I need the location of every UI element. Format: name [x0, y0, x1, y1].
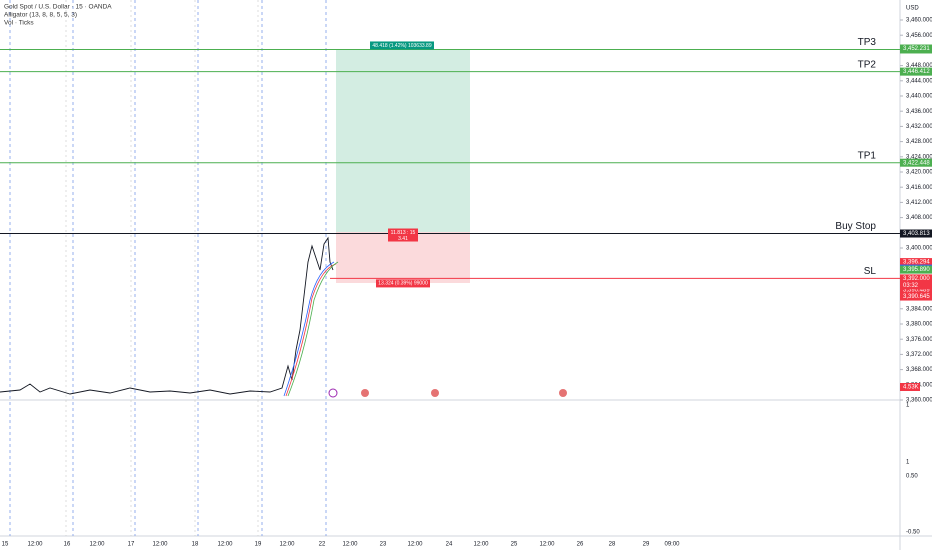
alligator-jaw	[283, 261, 335, 397]
price-label: 3,416.000	[906, 185, 932, 191]
countdown: 03:32	[903, 283, 919, 289]
price-label: 3,444.000	[906, 78, 932, 84]
price-tag-label: 3,395.890	[903, 267, 930, 273]
price-tag-label: 3,403.813	[903, 231, 930, 237]
stop-label: 13.324 (0.39%) 99000	[378, 281, 428, 287]
time-label: 12:00	[539, 542, 555, 548]
price-tag	[900, 265, 932, 274]
time-label: 12:00	[407, 542, 423, 548]
pane-label: 1	[906, 403, 910, 409]
pane-label: 0.50	[906, 474, 918, 480]
time-label: 09:00	[664, 542, 680, 548]
alligator-lips	[287, 261, 339, 397]
price-tag	[900, 44, 932, 53]
price-label: 3,456.000	[906, 33, 932, 39]
session-dividers	[9, 0, 327, 536]
time-label: 19	[255, 542, 262, 548]
level-name: Buy Stop	[835, 221, 876, 232]
price-tag-label: 3,396.294	[903, 260, 930, 266]
event-icons	[328, 388, 567, 398]
price-tag	[900, 292, 932, 301]
price-tag-label: 3,422.448	[903, 160, 930, 166]
price-label: 3,448.000	[906, 63, 932, 69]
time-label: 12:00	[279, 542, 295, 548]
time-label: 12:00	[217, 542, 233, 548]
stop-label-bg	[376, 279, 430, 288]
price-tag-label: 3,390.645	[903, 294, 930, 300]
price-tag	[900, 286, 932, 295]
price-label: 3,360.000	[906, 398, 932, 404]
price-label: 3,436.000	[906, 109, 932, 115]
ratio-label-bg	[388, 228, 418, 242]
time-label: 12:00	[27, 542, 43, 548]
target-label: 48.418 (1.42%) 103633.89	[372, 43, 431, 49]
volume-tag-bg	[900, 383, 920, 391]
price-label: 3,420.000	[906, 170, 932, 176]
time-label: 17	[128, 542, 135, 548]
price-label: 3,460.000	[906, 18, 932, 24]
time-label: 22	[319, 542, 326, 548]
price-tag-label: 3,390.489	[903, 288, 930, 294]
indicator-label: Alligator (13, 8, 8, 5, 5, 3)	[4, 12, 77, 19]
ratio-value: 3.41	[398, 236, 408, 242]
price-tag-label: 3,392.000	[903, 276, 930, 282]
price-tag-label: 3,446.412	[903, 69, 930, 75]
price-tag	[900, 258, 932, 267]
price-label: 3,384.000	[906, 306, 932, 312]
time-label: 23	[380, 542, 387, 548]
price-label: 3,408.000	[906, 215, 932, 221]
price-label: 3,428.000	[906, 139, 932, 145]
time-label: 12:00	[473, 542, 489, 548]
price-label: 3,412.000	[906, 200, 932, 206]
price-label: 3,400.000	[906, 246, 932, 252]
time-label: 12:00	[89, 542, 105, 548]
currency: USD	[906, 6, 919, 12]
time-label: 16	[64, 542, 71, 548]
volume-tag: 4.53K	[903, 385, 919, 391]
countdown-bg	[900, 281, 932, 290]
price-tag	[900, 67, 932, 76]
price-label: 3,432.000	[906, 124, 932, 130]
alligator-teeth	[285, 263, 337, 397]
time-label: 28	[609, 542, 616, 548]
level-name: TP2	[858, 59, 877, 70]
time-label: 18	[192, 542, 199, 548]
level-name: TP3	[858, 37, 877, 48]
time-label: 26	[577, 542, 584, 548]
time-label: 24	[446, 542, 453, 548]
price-label: 3,380.000	[906, 322, 932, 328]
price-label: 3,424.000	[906, 154, 932, 160]
price-tag	[900, 274, 932, 283]
time-label: 12:00	[152, 542, 168, 548]
price-label: 3,368.000	[906, 367, 932, 373]
price-label: 3,372.000	[906, 352, 932, 358]
price-label: 3,376.000	[906, 337, 932, 343]
level-name: TP1	[858, 150, 877, 161]
price-line	[0, 236, 334, 395]
pane-label: -0.50	[906, 530, 920, 536]
ratio-label: 11.813 : 15	[391, 230, 416, 236]
time-label: 12:00	[342, 542, 358, 548]
time-label: 29	[643, 542, 650, 548]
time-label: 25	[511, 542, 518, 548]
price-tag	[900, 158, 932, 167]
day-dividers	[65, 0, 259, 536]
level-name: SL	[864, 266, 877, 277]
volume-label: Vol · Ticks	[4, 20, 34, 27]
symbol-title: Gold Spot / U.S. Dollar · 15 · OANDA	[4, 4, 112, 11]
pane-label: 1	[906, 460, 910, 466]
price-tag	[900, 229, 932, 238]
price-tag-label: 3,452.231	[903, 46, 930, 52]
target-label-bg	[370, 41, 434, 50]
price-label: 3,440.000	[906, 94, 932, 100]
time-label: 15	[2, 542, 9, 548]
target-zone	[336, 50, 470, 232]
